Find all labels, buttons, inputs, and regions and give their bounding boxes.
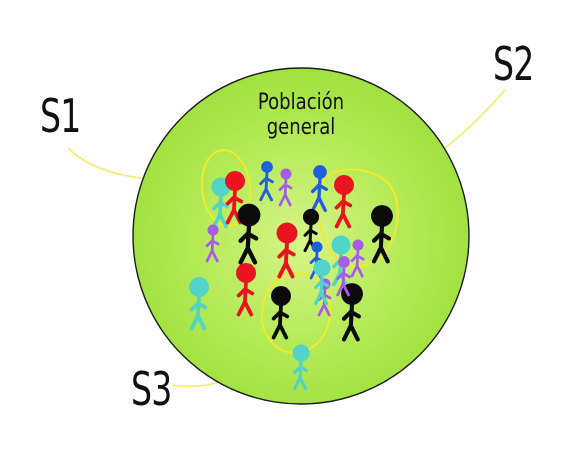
person-figure-black <box>271 286 291 340</box>
population-figures <box>189 161 393 391</box>
sample-label-s1: S1 <box>40 89 81 143</box>
sample-label-s2: S2 <box>493 37 534 91</box>
person-figure-teal <box>189 277 209 331</box>
sample-ring-s1 <box>200 149 252 227</box>
population-label-line2: general <box>266 115 336 141</box>
population-label-line1: Población <box>257 90 345 115</box>
sample-ring-s2 <box>316 168 399 268</box>
person-figure-black <box>371 205 393 264</box>
person-figure-purple <box>205 224 220 263</box>
person-figure-blue <box>310 165 328 213</box>
person-figure-teal <box>313 259 331 306</box>
sample-label-s3: S3 <box>131 362 172 416</box>
person-figure-black <box>237 203 261 265</box>
person-figure-teal <box>292 344 310 391</box>
person-figure-red <box>225 171 245 225</box>
population-label: Población general <box>249 90 352 141</box>
person-figure-purple <box>350 239 365 278</box>
person-figure-red <box>236 263 256 317</box>
person-figure-purple <box>278 168 293 207</box>
sample-ring-s3 <box>260 272 332 354</box>
person-figure-red <box>276 222 298 279</box>
person-figure-blue <box>259 161 274 202</box>
person-figure-red <box>334 175 354 229</box>
person-figure-purple <box>336 256 351 297</box>
